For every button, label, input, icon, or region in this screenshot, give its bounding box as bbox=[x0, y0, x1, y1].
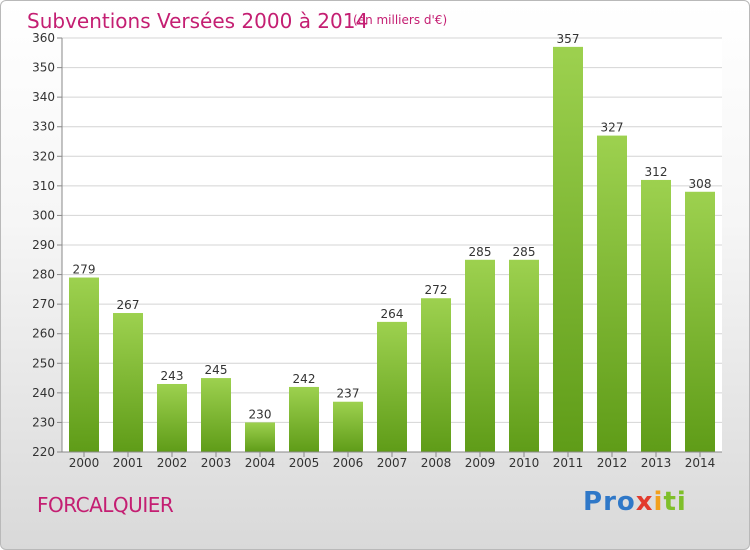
bar bbox=[69, 277, 99, 452]
x-tick-label: 2002 bbox=[157, 456, 188, 470]
y-tick-label: 240 bbox=[32, 386, 55, 400]
x-tick-label: 2011 bbox=[553, 456, 584, 470]
x-tick-label: 2005 bbox=[289, 456, 320, 470]
data-label: 285 bbox=[513, 245, 536, 259]
bar bbox=[333, 401, 363, 452]
data-label: 312 bbox=[645, 165, 668, 179]
data-label: 242 bbox=[293, 372, 316, 386]
y-tick-label: 220 bbox=[32, 445, 55, 459]
data-label: 308 bbox=[689, 177, 712, 191]
brand-letter: o bbox=[616, 487, 636, 517]
bar bbox=[685, 191, 715, 452]
data-label: 264 bbox=[381, 307, 404, 321]
data-label: 230 bbox=[249, 407, 272, 421]
data-label: 285 bbox=[469, 245, 492, 259]
x-tick-label: 2008 bbox=[421, 456, 452, 470]
y-tick-label: 280 bbox=[32, 268, 55, 282]
x-tick-label: 2007 bbox=[377, 456, 408, 470]
y-tick-label: 320 bbox=[32, 149, 55, 163]
y-tick-label: 290 bbox=[32, 238, 55, 252]
data-label: 245 bbox=[205, 363, 228, 377]
y-tick-label: 350 bbox=[32, 61, 55, 75]
town-name: FORCALQUIER bbox=[37, 493, 174, 517]
bar bbox=[157, 383, 187, 452]
brand-letter: x bbox=[635, 487, 654, 517]
bar bbox=[289, 386, 319, 452]
data-label: 243 bbox=[161, 369, 184, 383]
bar bbox=[553, 46, 583, 452]
data-label: 272 bbox=[425, 283, 448, 297]
y-tick-label: 300 bbox=[32, 208, 55, 222]
bar bbox=[377, 321, 407, 452]
x-tick-label: 2010 bbox=[509, 456, 540, 470]
x-tick-label: 2012 bbox=[597, 456, 628, 470]
y-tick-label: 340 bbox=[32, 90, 55, 104]
x-tick-label: 2001 bbox=[113, 456, 144, 470]
y-tick-label: 360 bbox=[32, 31, 55, 45]
y-tick-label: 270 bbox=[32, 297, 55, 311]
x-tick-label: 2009 bbox=[465, 456, 496, 470]
brand-letter: i bbox=[676, 487, 687, 517]
bar bbox=[597, 135, 627, 453]
chart-subtitle: (en milliers d'€) bbox=[353, 13, 448, 27]
bar bbox=[641, 179, 671, 452]
brand-letter: t bbox=[663, 487, 677, 517]
x-tick-label: 2006 bbox=[333, 456, 364, 470]
y-tick-label: 230 bbox=[32, 415, 55, 429]
data-label: 279 bbox=[73, 263, 96, 277]
x-tick-label: 2004 bbox=[245, 456, 276, 470]
brand-letter: P bbox=[583, 487, 604, 517]
chart-title: Subventions Versées 2000 à 2014 bbox=[27, 9, 369, 33]
brand-letter: r bbox=[603, 487, 617, 517]
data-label: 237 bbox=[337, 387, 360, 401]
data-label: 327 bbox=[601, 121, 624, 135]
brand-letter: i bbox=[653, 487, 664, 517]
y-tick-label: 310 bbox=[32, 179, 55, 193]
data-label: 357 bbox=[557, 32, 580, 46]
y-tick-label: 250 bbox=[32, 356, 55, 370]
x-tick-label: 2003 bbox=[201, 456, 232, 470]
x-tick-label: 2013 bbox=[641, 456, 672, 470]
bar bbox=[465, 259, 495, 452]
x-tick-label: 2014 bbox=[685, 456, 716, 470]
data-label: 267 bbox=[117, 298, 140, 312]
y-tick-label: 330 bbox=[32, 120, 55, 134]
bar bbox=[201, 378, 231, 452]
bar bbox=[113, 313, 143, 452]
bar bbox=[509, 259, 539, 452]
bar bbox=[421, 298, 451, 452]
y-tick-label: 260 bbox=[32, 327, 55, 341]
x-tick-label: 2000 bbox=[69, 456, 100, 470]
bar bbox=[245, 422, 275, 452]
